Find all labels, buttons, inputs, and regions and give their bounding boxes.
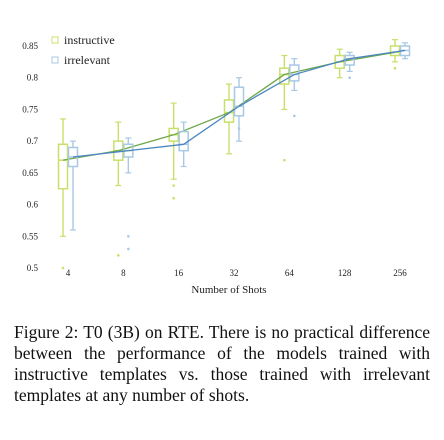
box-instructive — [279, 67, 290, 85]
box-irrelevant — [233, 86, 245, 117]
x-axis-ticks: 4 8 16 32 64 128 256 — [66, 268, 408, 278]
x-axis-label: Number of Shots — [191, 284, 266, 296]
y-tick-label: 0.7 — [27, 136, 39, 146]
legend-label-irrelevant: irrelevant — [64, 53, 111, 67]
box-instructive — [57, 143, 69, 190]
legend: instructive irrelevant — [44, 33, 146, 72]
x-tick-label: 256 — [393, 268, 407, 278]
y-tick-label: 0.85 — [22, 41, 38, 51]
outlier-point — [237, 127, 241, 130]
y-tick-label: 0.75 — [22, 104, 38, 114]
outlier-point — [172, 196, 175, 200]
y-tick-label: 0.55 — [22, 231, 38, 241]
y-axis-ticks: 0.5 0.55 0.6 0.65 0.7 0.75 0.8 0.85 — [22, 41, 38, 273]
outlier-point — [117, 254, 120, 257]
legend-label-instructive: instructive — [64, 33, 115, 47]
box-irrelevant — [178, 130, 189, 152]
outlier-point — [61, 266, 65, 270]
y-tick-label: 0.8 — [27, 73, 39, 83]
x-tick-label: 128 — [338, 268, 352, 278]
figure-caption: Figure 2: T0 (3B) on RTE. There is no pr… — [14, 322, 430, 405]
legend-swatch-instructive — [51, 36, 59, 44]
legend-swatch-irrelevant — [51, 56, 59, 64]
outlier-point — [348, 76, 351, 80]
y-tick-label: 0.5 — [27, 263, 39, 273]
median-line-irrelevant — [72, 49, 406, 158]
outlier-point — [127, 234, 130, 238]
outlier-point — [172, 184, 175, 187]
y-tick-label: 0.6 — [27, 200, 39, 210]
outlier-point — [393, 66, 397, 70]
x-tick-label: 4 — [66, 268, 71, 278]
x-tick-label: 64 — [285, 268, 295, 278]
legend-background — [44, 34, 146, 72]
outlier-point — [293, 114, 296, 118]
y-tick-label: 0.65 — [22, 168, 38, 178]
box-instructive — [389, 45, 401, 57]
plot-area — [57, 39, 411, 270]
outlier-point — [283, 158, 286, 162]
x-tick-label: 8 — [121, 268, 126, 278]
x-tick-label: 16 — [174, 268, 184, 278]
box-instructive — [223, 99, 235, 123]
box-plot-chart: 0.5 0.55 0.6 0.65 0.7 0.75 0.8 0.85 4 8 16 32 64 128… — [22, 33, 411, 296]
x-tick-label: 32 — [230, 268, 239, 278]
outlier-point — [127, 247, 130, 251]
